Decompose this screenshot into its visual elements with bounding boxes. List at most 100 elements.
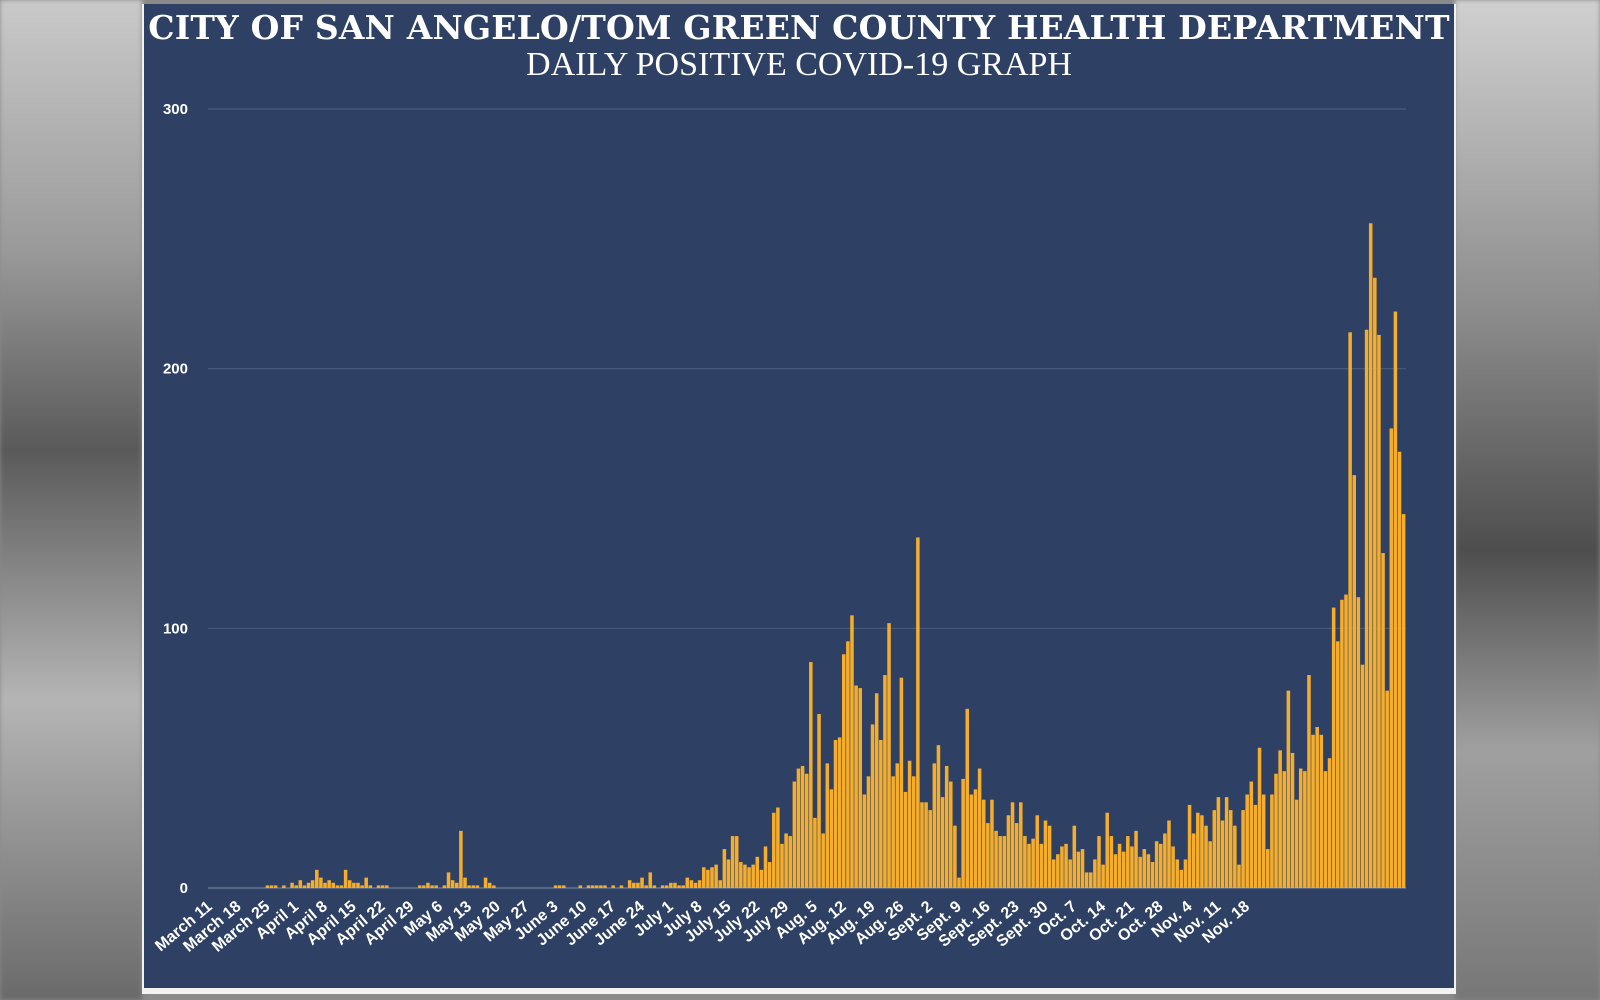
- bar: [619, 885, 624, 888]
- bar: [1216, 797, 1221, 888]
- bar: [1327, 758, 1332, 888]
- bar: [772, 812, 776, 888]
- bar: [1006, 815, 1011, 888]
- bar: [854, 685, 858, 888]
- bar: [475, 885, 480, 888]
- bar: [1323, 771, 1328, 888]
- bar: [846, 641, 850, 888]
- bar: [1134, 830, 1138, 888]
- bar: [788, 836, 792, 888]
- bar: [417, 885, 422, 888]
- bar: [327, 880, 331, 888]
- y-tick-label: 200: [163, 361, 188, 378]
- bar: [1019, 802, 1023, 888]
- bar: [319, 877, 323, 888]
- bar: [586, 885, 591, 888]
- bar: [1047, 825, 1052, 888]
- bar: [1010, 802, 1015, 888]
- bar: [1158, 843, 1163, 888]
- bar: [800, 765, 805, 888]
- bar: [1187, 804, 1192, 888]
- bar: [603, 885, 607, 888]
- bar: [1113, 854, 1118, 888]
- bar: [1031, 838, 1035, 888]
- bar: [306, 882, 311, 888]
- bar: [1208, 841, 1212, 888]
- bar: [1023, 836, 1027, 888]
- bar: [759, 869, 764, 888]
- chart-title: CITY OF SAN ANGELO/TOM GREEN COUNTY HEAL…: [148, 8, 1450, 47]
- bar: [903, 791, 908, 888]
- bar: [368, 885, 373, 888]
- bar: [726, 859, 731, 888]
- bar: [483, 877, 488, 888]
- bar: [1072, 825, 1077, 888]
- bar: [755, 856, 760, 888]
- bar: [829, 789, 834, 888]
- bar: [1364, 329, 1369, 889]
- bar: [874, 693, 879, 888]
- bar: [702, 867, 706, 888]
- bar: [825, 763, 830, 888]
- bar: [689, 880, 694, 888]
- bar: [562, 885, 566, 888]
- bar: [294, 885, 298, 888]
- bar: [961, 778, 965, 888]
- bar: [331, 882, 336, 888]
- bar: [1191, 833, 1196, 888]
- bar: [339, 885, 344, 888]
- y-axis-ticks: 0 100 200 300: [163, 101, 188, 897]
- bar: [1076, 851, 1081, 888]
- bar: [422, 885, 426, 888]
- bar: [1245, 794, 1249, 888]
- bar: [841, 654, 846, 888]
- bar: [1142, 849, 1147, 888]
- bar: [1266, 849, 1270, 888]
- bar: [1097, 836, 1101, 888]
- bar: [714, 864, 718, 888]
- bar: [804, 773, 809, 888]
- bar: [944, 765, 949, 888]
- bar: [376, 885, 381, 888]
- bar: [973, 789, 978, 888]
- bar: [1298, 768, 1303, 888]
- bar: [833, 739, 838, 888]
- bar: [792, 781, 797, 888]
- bar: [685, 877, 690, 888]
- bar: [953, 825, 957, 888]
- bar: [467, 885, 471, 888]
- bar: [1212, 810, 1217, 888]
- bar: [652, 885, 657, 888]
- bar: [743, 864, 747, 888]
- bar: [965, 708, 970, 888]
- bar: [998, 836, 1002, 888]
- bar: [986, 823, 990, 888]
- bar: [1093, 859, 1097, 888]
- bar: [1002, 836, 1007, 888]
- bar: [858, 688, 862, 888]
- bar: [1303, 771, 1307, 888]
- bar: [940, 797, 945, 888]
- bar: [459, 830, 463, 888]
- bar: [1171, 846, 1175, 888]
- bar: [739, 862, 743, 888]
- bar: [693, 882, 698, 888]
- bar: [636, 882, 640, 888]
- bar: [718, 880, 723, 888]
- bar: [1150, 862, 1155, 888]
- bar: [1352, 475, 1356, 888]
- bar: [1397, 451, 1402, 888]
- bar: [1336, 641, 1340, 888]
- bar: [1138, 856, 1142, 888]
- bar: [776, 807, 780, 888]
- bars: [265, 223, 1406, 889]
- bar: [796, 768, 801, 888]
- bar: [430, 885, 434, 888]
- bar: [1282, 771, 1287, 888]
- y-tick-label: 300: [163, 101, 188, 118]
- bar: [1224, 797, 1229, 888]
- bar: [920, 802, 924, 888]
- bar: [710, 867, 714, 888]
